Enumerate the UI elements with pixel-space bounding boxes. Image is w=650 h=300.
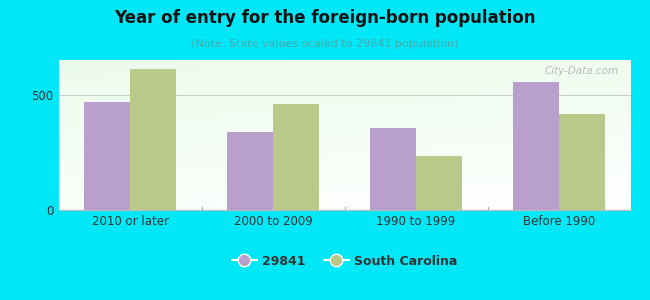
Bar	[273, 104, 318, 210]
Bar	[130, 69, 176, 210]
Bar	[84, 101, 130, 210]
Text: Year of entry for the foreign-born population: Year of entry for the foreign-born popul…	[114, 9, 536, 27]
Bar	[514, 82, 559, 210]
Bar	[370, 128, 416, 210]
Text: City-Data.com: City-Data.com	[545, 66, 619, 76]
Text: (Note: State values scaled to 29841 population): (Note: State values scaled to 29841 popu…	[191, 39, 459, 49]
Legend: 29841, South Carolina: 29841, South Carolina	[227, 250, 462, 273]
Bar	[227, 131, 273, 210]
Bar	[416, 156, 462, 210]
Bar	[559, 114, 604, 210]
